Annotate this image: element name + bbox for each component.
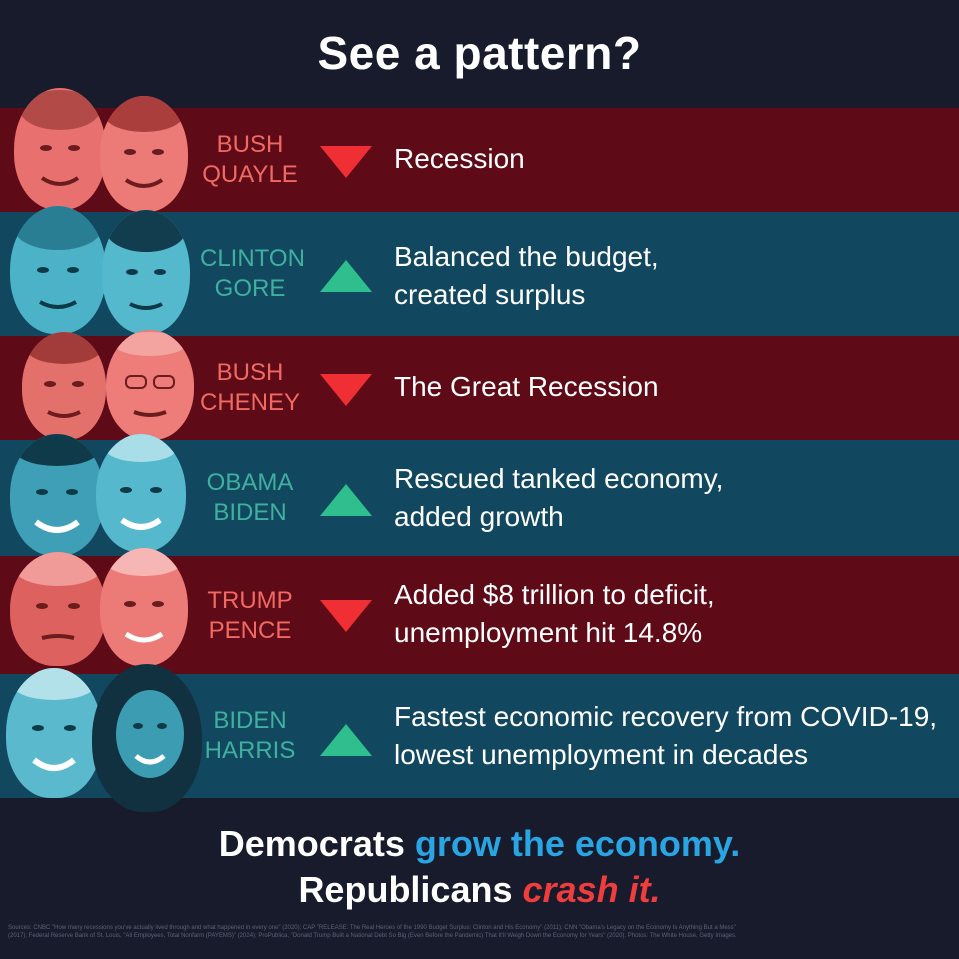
desc-line2: created surplus	[394, 279, 586, 310]
name-line1: OBAMA	[206, 469, 294, 496]
name-line1: BUSH	[216, 131, 284, 158]
desc-line2: unemployment hit 14.8%	[394, 617, 703, 648]
name-line2: GORE	[214, 275, 286, 302]
row-bush-cheney: BUSH CHENEY The Great Recession	[0, 336, 959, 440]
up-arrow-icon	[320, 484, 372, 516]
name-line1: BUSH	[216, 359, 284, 386]
name-line1: TRUMP	[207, 587, 293, 614]
row-description: Rescued tanked economy, added growth	[394, 460, 949, 536]
row-clinton-gore: CLINTON GORE Balanced the budget, create…	[0, 212, 959, 336]
row-description: Added $8 trillion to deficit, unemployme…	[394, 576, 949, 652]
tagline-republicans: Republicans crash it.	[0, 868, 959, 912]
sources-footnote: Sources: CNBC "How many recessions you'v…	[8, 925, 737, 939]
pair-names: BUSH CHENEY	[200, 358, 300, 418]
desc-line1: Rescued tanked economy,	[394, 463, 724, 494]
desc-line1: The Great Recession	[394, 371, 659, 402]
row-obama-biden: OBAMA BIDEN Rescued tanked economy, adde…	[0, 440, 959, 556]
up-arrow-icon	[320, 260, 372, 292]
tagline-democrats-highlight: grow the economy.	[414, 823, 741, 864]
pair-names: CLINTON GORE	[200, 244, 305, 304]
down-arrow-icon	[320, 600, 372, 632]
tagline-democrats-lead: Democrats	[218, 823, 415, 864]
name-line1: BIDEN	[213, 707, 287, 734]
tagline-democrats: Democrats grow the economy.	[0, 822, 959, 866]
page-title: See a pattern?	[317, 27, 642, 79]
pair-names: TRUMP PENCE	[200, 586, 300, 646]
name-line2: BIDEN	[213, 499, 287, 526]
down-arrow-icon	[320, 374, 372, 406]
row-description: Balanced the budget, created surplus	[394, 238, 949, 314]
row-biden-harris: BIDEN HARRIS Fastest economic recovery f…	[0, 674, 959, 798]
name-line2: PENCE	[208, 617, 292, 644]
row-description: Fastest economic recovery from COVID-19,…	[394, 698, 949, 774]
tagline-republicans-lead: Republicans	[298, 869, 523, 910]
pair-names: OBAMA BIDEN	[200, 468, 300, 528]
row-trump-pence: TRUMP PENCE Added $8 trillion to deficit…	[0, 556, 959, 674]
desc-line2: added growth	[394, 501, 564, 532]
pair-names: BUSH QUAYLE	[200, 130, 300, 190]
tagline-republicans-highlight: crash it.	[522, 869, 661, 910]
desc-line1: Added $8 trillion to deficit,	[394, 579, 715, 610]
down-arrow-icon	[320, 146, 372, 178]
pair-names: BIDEN HARRIS	[200, 706, 300, 766]
desc-line1: Fastest economic recovery from COVID-19,	[394, 701, 938, 732]
name-line2: HARRIS	[204, 737, 296, 764]
name-line2: QUAYLE	[202, 161, 298, 188]
row-description: Recession	[394, 140, 949, 178]
desc-line1: Balanced the budget,	[394, 241, 659, 272]
row-bush-quayle: BUSH QUAYLE Recession	[0, 108, 959, 212]
name-line2: CHENEY	[200, 389, 301, 416]
row-description: The Great Recession	[394, 368, 949, 406]
desc-line2: lowest unemployment in decades	[394, 739, 809, 770]
desc-line1: Recession	[394, 143, 525, 174]
up-arrow-icon	[320, 724, 372, 756]
name-line1: CLINTON	[200, 245, 305, 272]
